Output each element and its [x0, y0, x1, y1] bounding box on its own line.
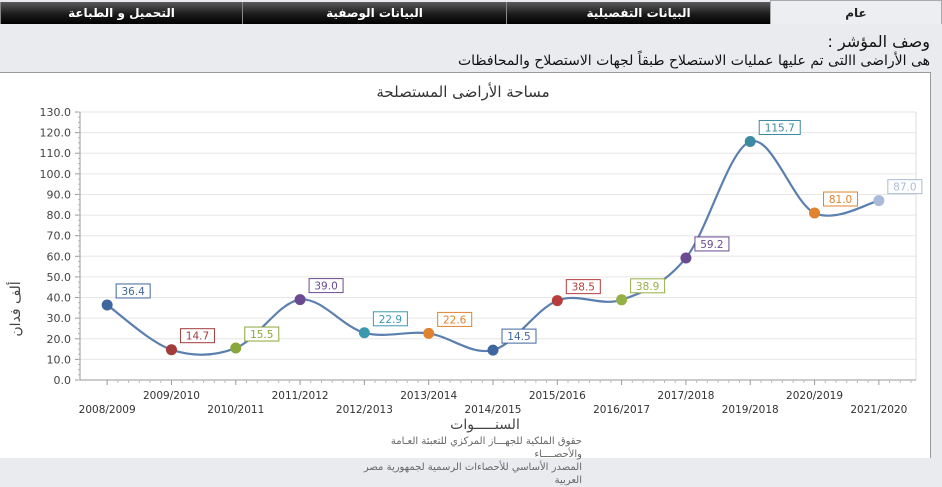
y-tick-label: 100.0: [40, 168, 72, 181]
y-tick-label: 20.0: [47, 333, 72, 346]
indicator-description: وصف المؤشر : هى الأراضى االتى تم عليها ع…: [458, 32, 930, 70]
y-tick-label: 40.0: [47, 292, 72, 305]
tab-bar: عام البيانات التفصيلية البيانات الوصفية …: [0, 0, 942, 24]
description-text: هى الأراضى االتى تم عليها عمليات الاستصل…: [457, 53, 930, 69]
y-tick-label: 0.0: [54, 374, 72, 387]
data-label-box: [372, 311, 408, 327]
data-label-box: [630, 278, 666, 294]
data-point[interactable]: [230, 342, 242, 354]
data-point[interactable]: [423, 327, 435, 339]
data-point[interactable]: [744, 135, 756, 147]
x-tick-label: 2017/2018: [657, 390, 714, 402]
chart-axes: 0.0 10.0 20.0 30.0 40.0 50.0 60.0 70.0 80.0 90.0 1…: [40, 106, 916, 416]
y-tick-label: 30.0: [47, 312, 72, 325]
data-point[interactable]: [809, 207, 821, 219]
data-label-box: [565, 279, 601, 295]
tab-label: عام: [845, 5, 867, 20]
y-tick-label: 90.0: [47, 188, 72, 201]
data-label-box: [437, 311, 473, 327]
x-tick-label: 2013/2014: [400, 390, 457, 402]
x-tick-label: 2008/2009: [79, 404, 136, 416]
line-chart: مساحة الأراضى المستصلحة ألف فدان السنـــ…: [6, 82, 923, 433]
x-tick-label: 2011/2012: [272, 390, 329, 402]
data-label-box: [308, 278, 344, 294]
description-title: وصف المؤشر :: [827, 32, 930, 51]
data-label-box: [179, 328, 215, 344]
data-point[interactable]: [101, 299, 113, 311]
x-tick-label: 2010/2011: [207, 404, 264, 416]
data-point[interactable]: [616, 294, 628, 306]
tab-metadata[interactable]: البيانات الوصفية: [242, 2, 506, 24]
data-point[interactable]: [294, 294, 306, 306]
data-label: 39.0: [314, 281, 337, 293]
tab-detailed-data[interactable]: البيانات التفصيلية: [506, 2, 770, 24]
data-label: 81.0: [829, 194, 852, 206]
data-point[interactable]: [487, 344, 499, 356]
copyright-line: حقوق الملكية للجهـــاز المركزي للتعبئة ا…: [390, 436, 582, 460]
data-label-box: [501, 328, 537, 344]
y-tick-label: 60.0: [47, 250, 72, 263]
data-label: 36.4: [121, 286, 145, 298]
y-axis-label: ألف فدان: [6, 281, 24, 336]
data-label-box: [694, 236, 730, 252]
data-label: 22.6: [443, 314, 467, 326]
data-label-box: [887, 179, 923, 195]
data-label: 15.5: [250, 329, 273, 341]
data-point[interactable]: [165, 344, 177, 356]
x-tick-label: 2015/2016: [529, 390, 586, 402]
data-label-box: [823, 191, 859, 207]
tab-label: التحميل و الطباعة: [68, 6, 175, 20]
data-label: 14.7: [186, 331, 209, 343]
y-tick-label: 130.0: [40, 106, 72, 119]
x-axis-label: السنـــــوات: [450, 417, 520, 433]
tab-label: البيانات الوصفية: [326, 6, 423, 20]
tab-download-print[interactable]: التحميل و الطباعة: [0, 2, 242, 24]
data-point[interactable]: [873, 195, 885, 207]
y-tick-label: 80.0: [47, 209, 72, 222]
data-label: 14.5: [507, 331, 530, 343]
x-tick-label: 2021/2020: [850, 404, 907, 416]
data-label: 59.2: [700, 239, 723, 251]
x-tick-label: 2012/2013: [336, 404, 393, 416]
x-tick-label: 2020/2019: [786, 390, 843, 402]
data-label-box: [758, 119, 801, 135]
x-tick-label: 2016/2017: [593, 404, 650, 416]
chart-title: مساحة الأراضى المستصلحة: [376, 82, 549, 101]
source-line: المصدر الأساسي للأحصاءات الرسمية لجمهوري…: [363, 462, 582, 486]
data-line: [106, 140, 880, 356]
x-tick-label: 2019/2018: [722, 404, 779, 416]
data-point[interactable]: [358, 327, 370, 339]
data-label-box: [115, 283, 151, 299]
data-label-box: [244, 326, 280, 342]
data-label: 38.5: [572, 282, 595, 294]
data-label: 22.9: [379, 314, 402, 326]
y-tick-label: 50.0: [47, 271, 72, 284]
x-tick-label: 2014/2015: [465, 404, 522, 416]
data-point[interactable]: [680, 252, 692, 264]
data-point[interactable]: [551, 295, 563, 307]
x-tick-label: 2009/2010: [143, 390, 200, 402]
y-tick-label: 10.0: [47, 353, 72, 366]
copyright-footer: حقوق الملكية للجهـــاز المركزي للتعبئة ا…: [362, 435, 582, 487]
chart-series: 36.4 14.7 15.5 39.0 22.9 22.6 14.5 38.5 38.9 59.2…: [101, 119, 923, 356]
data-label: 115.7: [765, 122, 795, 134]
y-tick-label: 110.0: [40, 147, 72, 160]
tab-label: البيانات التفصيلية: [586, 6, 691, 20]
data-label: 87.0: [893, 182, 916, 194]
chart-panel: مساحة الأراضى المستصلحة ألف فدان السنـــ…: [0, 72, 931, 458]
y-tick-label: 70.0: [47, 230, 72, 243]
y-tick-label: 120.0: [40, 127, 72, 140]
tab-general[interactable]: عام: [770, 0, 942, 24]
data-label: 38.9: [636, 281, 659, 293]
